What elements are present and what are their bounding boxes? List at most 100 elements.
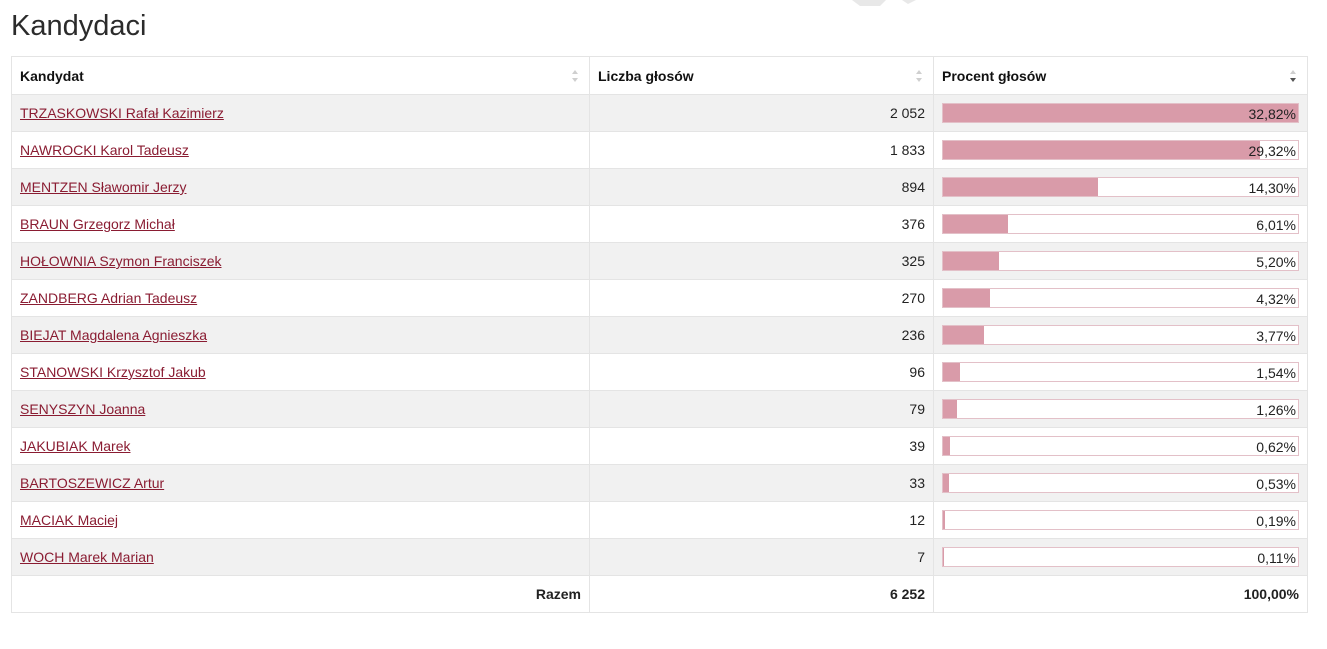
votes-cell: 376	[589, 205, 934, 243]
candidate-cell: HOŁOWNIA Szymon Franciszek	[11, 242, 590, 280]
candidate-link[interactable]: STANOWSKI Krzysztof Jakub	[20, 364, 206, 380]
table-row: MACIAK Maciej 12 0,19%	[11, 501, 1308, 539]
percent-bar: 3,77%	[942, 325, 1299, 345]
decorative-logo-fragment-icon	[852, 0, 916, 6]
column-header-label: Kandydat	[20, 67, 84, 84]
percent-bar-fill	[943, 437, 950, 455]
candidate-cell: BARTOSZEWICZ Artur	[11, 464, 590, 502]
percent-label: 29,32%	[1248, 143, 1296, 159]
table-row: ZANDBERG Adrian Tadeusz 270 4,32%	[11, 279, 1308, 317]
column-header-label: Liczba głosów	[598, 67, 694, 84]
percent-bar: 4,32%	[942, 288, 1299, 308]
percent-bar-fill	[943, 215, 1008, 233]
votes-cell: 270	[589, 279, 934, 317]
votes-cell: 325	[589, 242, 934, 280]
table-row: HOŁOWNIA Szymon Franciszek 325 5,20%	[11, 242, 1308, 280]
percent-bar-fill	[943, 141, 1261, 159]
percent-bar-fill	[943, 289, 990, 307]
percent-bar: 0,11%	[942, 547, 1299, 567]
percent-bar-fill	[943, 104, 1298, 122]
percent-label: 6,01%	[1256, 217, 1296, 233]
votes-cell: 2 052	[589, 94, 934, 132]
percent-cell: 5,20%	[933, 242, 1308, 280]
column-header-candidate[interactable]: Kandydat	[11, 56, 590, 95]
candidate-link[interactable]: SENYSZYN Joanna	[20, 401, 146, 417]
candidate-link[interactable]: WOCH Marek Marian	[20, 549, 154, 565]
column-header-percent[interactable]: Procent głosów	[933, 56, 1308, 95]
percent-label: 0,19%	[1256, 513, 1296, 529]
percent-label: 1,26%	[1256, 402, 1296, 418]
candidate-link[interactable]: BARTOSZEWICZ Artur	[20, 475, 165, 491]
table-row: TRZASKOWSKI Rafał Kazimierz 2 052 32,82%	[11, 94, 1308, 132]
page-title: Kandydaci	[11, 10, 147, 42]
candidate-cell: MACIAK Maciej	[11, 501, 590, 539]
table-footer-row: Razem 6 252 100,00%	[11, 575, 1308, 613]
percent-bar: 0,19%	[942, 510, 1299, 530]
percent-label: 0,11%	[1257, 550, 1296, 566]
percent-label: 32,82%	[1248, 106, 1296, 122]
percent-cell: 1,26%	[933, 390, 1308, 428]
votes-cell: 33	[589, 464, 934, 502]
percent-cell: 29,32%	[933, 131, 1308, 169]
candidate-link[interactable]: JAKUBIAK Marek	[20, 438, 131, 454]
percent-cell: 6,01%	[933, 205, 1308, 243]
candidate-cell: TRZASKOWSKI Rafał Kazimierz	[11, 94, 590, 132]
percent-bar-fill	[943, 548, 945, 566]
candidate-link[interactable]: ZANDBERG Adrian Tadeusz	[20, 290, 198, 306]
candidate-cell: JAKUBIAK Marek	[11, 427, 590, 465]
percent-bar: 29,32%	[942, 140, 1299, 160]
candidate-link[interactable]: TRZASKOWSKI Rafał Kazimierz	[20, 105, 224, 121]
candidate-cell: SENYSZYN Joanna	[11, 390, 590, 428]
percent-bar: 1,54%	[942, 362, 1299, 382]
percent-bar: 1,26%	[942, 399, 1299, 419]
percent-bar: 6,01%	[942, 214, 1299, 234]
percent-cell: 32,82%	[933, 94, 1308, 132]
percent-bar: 5,20%	[942, 251, 1299, 271]
sort-both-icon	[916, 70, 922, 82]
percent-label: 1,54%	[1256, 365, 1296, 381]
percent-bar: 0,62%	[942, 436, 1299, 456]
percent-label: 0,62%	[1256, 439, 1296, 455]
candidate-cell: WOCH Marek Marian	[11, 538, 590, 576]
candidate-link[interactable]: NAWROCKI Karol Tadeusz	[20, 142, 189, 158]
candidate-link[interactable]: HOŁOWNIA Szymon Franciszek	[20, 253, 222, 269]
candidate-link[interactable]: MACIAK Maciej	[20, 512, 119, 528]
total-label: Razem	[11, 575, 590, 613]
candidate-cell: NAWROCKI Karol Tadeusz	[11, 131, 590, 169]
table-row: BRAUN Grzegorz Michał 376 6,01%	[11, 205, 1308, 243]
percent-bar-fill	[943, 511, 946, 529]
table-row: BIEJAT Magdalena Agnieszka 236 3,77%	[11, 316, 1308, 354]
candidate-link[interactable]: MENTZEN Sławomir Jerzy	[20, 179, 187, 195]
votes-cell: 894	[589, 168, 934, 206]
total-percent: 100,00%	[933, 575, 1308, 613]
table-body: TRZASKOWSKI Rafał Kazimierz 2 052 32,82% NA…	[11, 94, 1308, 576]
candidate-link[interactable]: BIEJAT Magdalena Agnieszka	[20, 327, 208, 343]
votes-cell: 12	[589, 501, 934, 539]
votes-cell: 79	[589, 390, 934, 428]
table-row: NAWROCKI Karol Tadeusz 1 833 29,32%	[11, 131, 1308, 169]
percent-cell: 1,54%	[933, 353, 1308, 391]
table-header-row: Kandydat Liczba głosów Procent głosów	[11, 56, 1308, 95]
table-row: WOCH Marek Marian 7 0,11%	[11, 538, 1308, 576]
candidate-link[interactable]: BRAUN Grzegorz Michał	[20, 216, 175, 232]
percent-bar: 14,30%	[942, 177, 1299, 197]
percent-bar-fill	[943, 363, 960, 381]
votes-cell: 96	[589, 353, 934, 391]
candidate-cell: BIEJAT Magdalena Agnieszka	[11, 316, 590, 354]
percent-bar-fill	[943, 474, 949, 492]
percent-label: 4,32%	[1256, 291, 1296, 307]
percent-label: 5,20%	[1256, 254, 1296, 270]
percent-bar: 32,82%	[942, 103, 1299, 123]
percent-bar-fill	[943, 252, 1000, 270]
percent-label: 0,53%	[1256, 476, 1296, 492]
percent-bar-fill	[943, 326, 984, 344]
percent-bar-fill	[943, 400, 957, 418]
table-row: BARTOSZEWICZ Artur 33 0,53%	[11, 464, 1308, 502]
column-header-votes[interactable]: Liczba głosów	[589, 56, 934, 95]
candidate-cell: STANOWSKI Krzysztof Jakub	[11, 353, 590, 391]
percent-cell: 0,19%	[933, 501, 1308, 539]
percent-cell: 0,62%	[933, 427, 1308, 465]
votes-cell: 1 833	[589, 131, 934, 169]
table-row: MENTZEN Sławomir Jerzy 894 14,30%	[11, 168, 1308, 206]
